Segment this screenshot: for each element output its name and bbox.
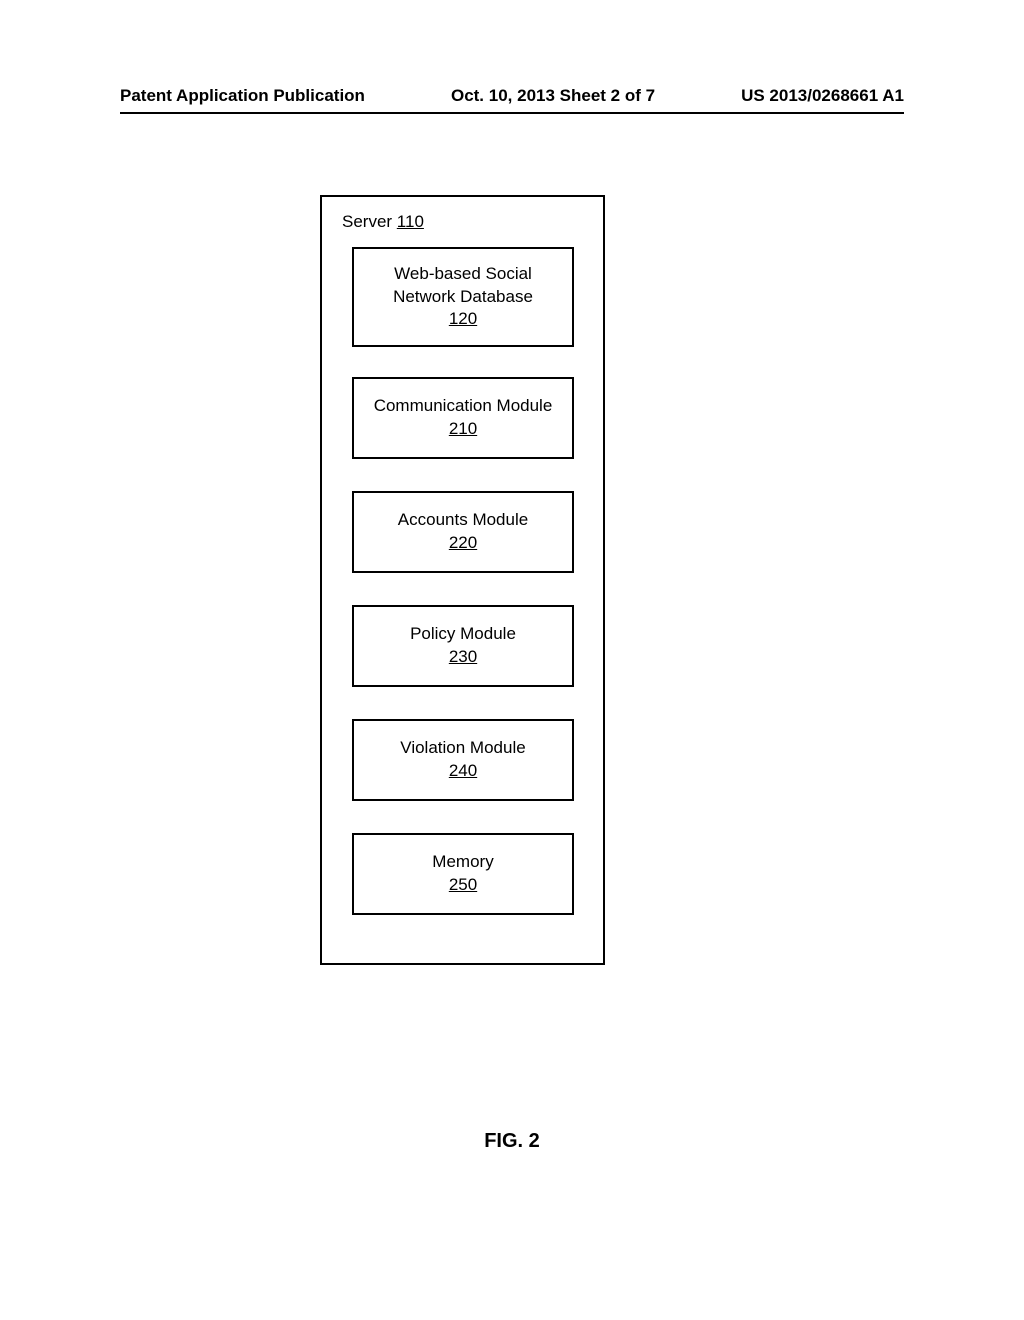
module-ref-num: 250 xyxy=(449,874,477,897)
module-ref-num: 120 xyxy=(449,308,477,331)
server-ref-num: 110 xyxy=(397,212,424,231)
module-box-database: Web-based Social Network Database 120 xyxy=(352,247,574,347)
page-header: Patent Application Publication Oct. 10, … xyxy=(0,86,1024,106)
module-line1: Communication Module xyxy=(374,395,553,418)
module-box-accounts: Accounts Module 220 xyxy=(352,491,574,573)
module-line1: Violation Module xyxy=(400,737,525,760)
module-ref-num: 230 xyxy=(449,646,477,669)
module-line1: Web-based Social xyxy=(394,263,532,286)
module-box-communication: Communication Module 210 xyxy=(352,377,574,459)
module-line1: Policy Module xyxy=(410,623,516,646)
header-divider xyxy=(120,112,904,114)
module-ref-num: 220 xyxy=(449,532,477,555)
module-box-policy: Policy Module 230 xyxy=(352,605,574,687)
module-ref-num: 210 xyxy=(449,418,477,441)
module-ref-num: 240 xyxy=(449,760,477,783)
header-publication-type: Patent Application Publication xyxy=(120,86,365,106)
server-label-text: Server xyxy=(342,212,397,231)
server-container-box: Server 110 Web-based Social Network Data… xyxy=(320,195,605,965)
module-box-violation: Violation Module 240 xyxy=(352,719,574,801)
header-date-sheet: Oct. 10, 2013 Sheet 2 of 7 xyxy=(451,86,655,106)
figure-label: FIG. 2 xyxy=(0,1130,1024,1153)
module-line1: Accounts Module xyxy=(398,509,528,532)
module-line1: Memory xyxy=(432,851,493,874)
header-patent-number: US 2013/0268661 A1 xyxy=(741,86,904,106)
server-label: Server 110 xyxy=(342,212,424,232)
module-line2: Network Database xyxy=(393,286,533,309)
module-box-memory: Memory 250 xyxy=(352,833,574,915)
